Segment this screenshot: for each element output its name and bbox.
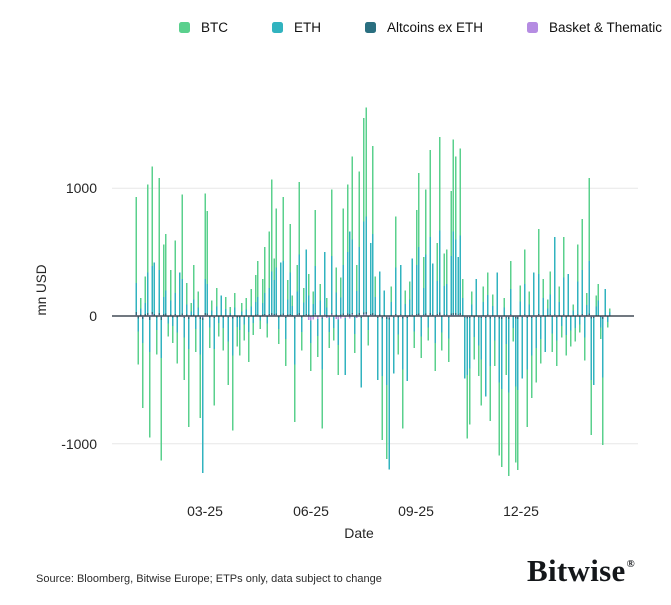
legend-label-btc: BTC bbox=[200, 20, 228, 35]
legend-swatch-eth bbox=[271, 22, 283, 33]
x-tick-12-25: 12-25 bbox=[503, 503, 539, 519]
legend-item-altcoins[interactable]: Altcoins ex ETH bbox=[364, 20, 483, 35]
x-tick-09-25: 09-25 bbox=[398, 503, 434, 519]
x-tick-06-25: 06-25 bbox=[293, 503, 329, 519]
legend-swatch-basket bbox=[526, 22, 538, 33]
bitwise-wordmark: Bitwise bbox=[527, 553, 626, 588]
legend-label-basket: Basket & Thematic bbox=[548, 20, 663, 35]
legend: BTC ETH Altcoins ex ETH Basket & Themati… bbox=[170, 20, 671, 35]
y-axis-title: mn USD bbox=[34, 264, 49, 316]
source-note: Source: Bloomberg, Bitwise Europe; ETPs … bbox=[36, 573, 382, 585]
x-axis-title: Date bbox=[344, 525, 374, 541]
y-tick-1000: 1000 bbox=[65, 180, 97, 196]
legend-item-eth[interactable]: ETH bbox=[271, 20, 321, 35]
x-tick-03-25: 03-25 bbox=[187, 503, 223, 519]
registered-trademark-symbol: ® bbox=[626, 558, 636, 570]
y-tick-0: 0 bbox=[89, 308, 97, 324]
legend-label-altcoins: Altcoins ex ETH bbox=[386, 20, 483, 35]
legend-item-btc[interactable]: BTC bbox=[178, 20, 228, 35]
legend-item-basket[interactable]: Basket & Thematic bbox=[526, 20, 663, 35]
y-tick-minus-1000: -1000 bbox=[61, 436, 97, 452]
legend-label-eth: ETH bbox=[293, 20, 321, 35]
bitwise-logo: Bitwise® bbox=[527, 553, 635, 589]
legend-swatch-btc bbox=[178, 22, 190, 33]
legend-swatch-altcoins bbox=[364, 22, 376, 33]
